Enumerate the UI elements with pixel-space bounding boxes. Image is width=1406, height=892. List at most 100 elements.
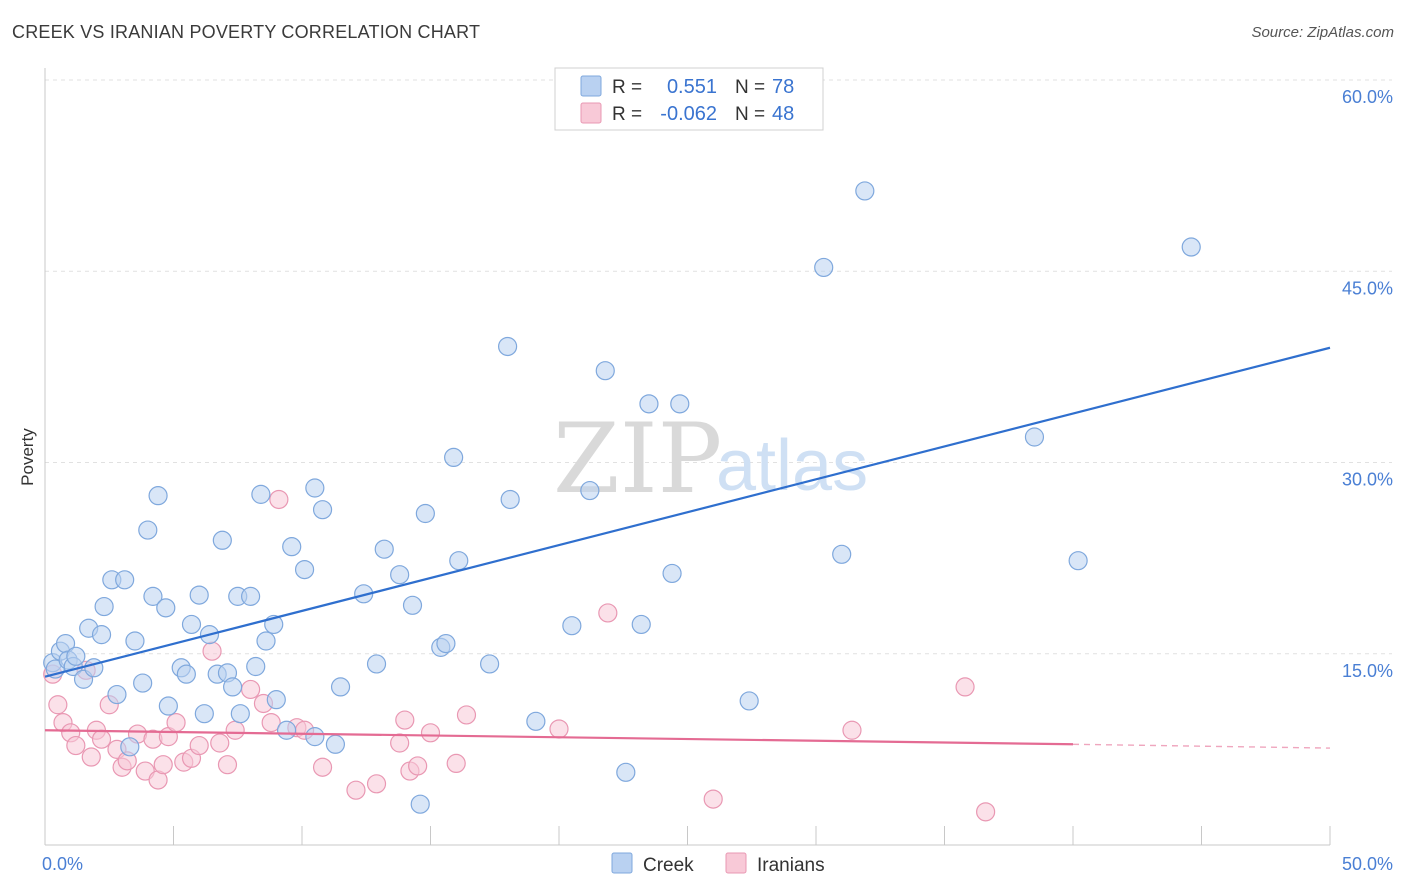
creek-point	[107, 684, 127, 705]
creek-point	[176, 664, 196, 684]
creek-point	[133, 673, 153, 693]
iranian-point	[395, 710, 415, 730]
bottom-legend-swatch-iranians[interactable]	[725, 852, 747, 874]
creek-point	[230, 704, 250, 724]
creek-point	[1068, 551, 1088, 571]
creek-point	[194, 704, 214, 724]
creek-point	[189, 585, 209, 605]
iranian-point	[955, 677, 975, 697]
y-tick-label: 60.0%	[1342, 87, 1393, 107]
creek-point	[415, 503, 435, 524]
creek-point	[115, 570, 135, 590]
creek-point	[1181, 237, 1201, 257]
iranian-point	[217, 755, 238, 775]
iranian-points	[43, 489, 996, 822]
creek-point	[143, 586, 163, 606]
iranian-point	[91, 729, 112, 749]
creek-point	[330, 677, 351, 697]
iranian-point	[312, 757, 333, 777]
creek-point	[449, 551, 469, 571]
creek-point	[662, 563, 682, 584]
iranian-point	[241, 679, 261, 700]
creek-point	[246, 656, 266, 677]
creek-point	[580, 480, 600, 501]
creek-point	[639, 394, 659, 414]
creek-point	[616, 762, 636, 782]
y-axis-title: Poverty	[18, 428, 37, 486]
iranian-point	[408, 756, 428, 776]
iranian-point	[66, 735, 86, 756]
iranian-point	[48, 695, 68, 715]
creek-point	[374, 539, 394, 559]
creek-point	[855, 181, 875, 201]
iranian-point	[549, 719, 569, 739]
legend-n-value-creek: 78	[772, 76, 794, 98]
legend-swatch-creek	[580, 75, 602, 97]
watermark-zip: ZIP	[553, 403, 722, 515]
iranian-point	[842, 720, 862, 740]
creek-points	[43, 181, 1201, 814]
bottom-legend-swatch-creek[interactable]	[611, 852, 633, 874]
creek-point	[739, 691, 759, 711]
legend-n-label-creek: N =	[735, 77, 765, 98]
iranian-trend-line	[44, 729, 1074, 746]
iranian-point	[269, 489, 289, 510]
iranian-point	[703, 789, 723, 809]
legend-swatch-iranians	[580, 102, 602, 124]
creek-point	[305, 478, 325, 498]
x-ticks	[44, 826, 1331, 845]
legend-r-value-iranians: -0.062	[660, 103, 717, 125]
chart-title: CREEK VS IRANIAN POVERTY CORRELATION CHA…	[12, 22, 481, 42]
creek-point	[138, 520, 158, 540]
creek-point	[125, 631, 145, 651]
y-tick-labels: 15.0% 30.0% 45.0% 60.0%	[1342, 87, 1393, 681]
iranian-point	[225, 720, 245, 740]
creek-point	[562, 616, 582, 636]
creek-point	[91, 625, 112, 645]
watermark-atlas: atlas	[716, 426, 868, 506]
creek-point	[390, 565, 410, 585]
creek-point	[312, 500, 333, 520]
watermark: ZIP atlas	[553, 403, 868, 515]
creek-point	[480, 654, 500, 674]
trend-lines	[44, 346, 1331, 749]
creek-point	[294, 559, 315, 580]
creek-point	[148, 486, 168, 506]
iranian-point	[189, 735, 209, 756]
creek-point	[241, 586, 261, 606]
iranian-point	[261, 712, 281, 733]
bottom-legend-label-creek[interactable]: Creek	[643, 855, 694, 876]
iranian-point	[346, 780, 366, 800]
x-tick-label-min: 0.0%	[42, 854, 83, 874]
iranian-point	[598, 603, 618, 623]
grid-lines	[45, 79, 1392, 655]
creek-point	[595, 361, 615, 381]
creek-point	[832, 544, 852, 564]
creek-point	[256, 631, 276, 651]
creek-point	[500, 489, 520, 510]
creek-point	[325, 734, 346, 754]
creek-point	[402, 595, 423, 615]
legend-n-value-iranians: 48	[772, 103, 794, 125]
iranian-point	[366, 774, 387, 794]
bottom-legend-label-iranians[interactable]: Iranians	[757, 855, 825, 876]
iranian-point	[166, 712, 186, 733]
creek-point	[266, 690, 286, 710]
y-tick-label: 15.0%	[1342, 661, 1393, 681]
bottom-legend: Creek Iranians	[611, 852, 825, 876]
creek-point	[631, 614, 651, 635]
iranian-point	[446, 753, 466, 774]
creek-point	[814, 257, 834, 278]
creek-point	[251, 484, 271, 504]
y-tick-label: 45.0%	[1342, 278, 1393, 298]
creek-point	[223, 677, 243, 697]
iranian-point	[202, 641, 222, 661]
creek-point	[436, 633, 456, 654]
creek-point	[444, 447, 464, 467]
creek-point	[282, 537, 302, 557]
creek-point	[276, 720, 297, 740]
creek-point	[410, 794, 430, 814]
legend-n-label-iranians: N =	[735, 104, 765, 125]
creek-point	[120, 737, 140, 757]
